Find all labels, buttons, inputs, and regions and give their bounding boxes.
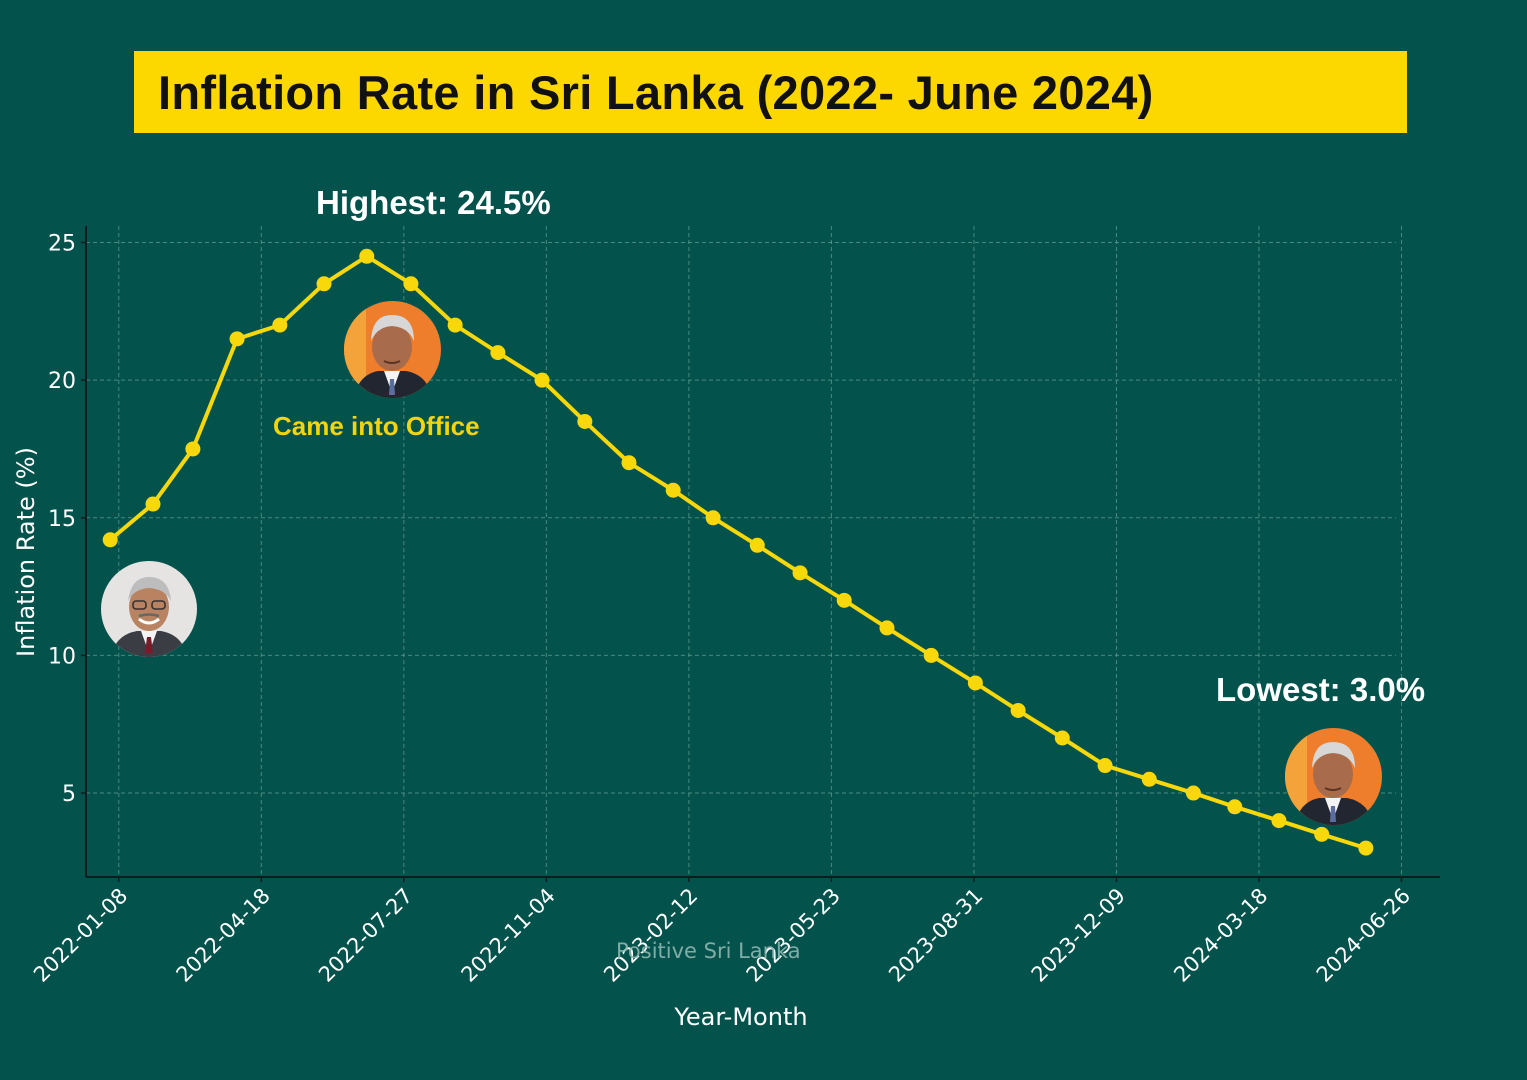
data-point — [749, 537, 765, 553]
lowest-annotation: Lowest: 3.0% — [1216, 671, 1426, 708]
data-point — [229, 331, 245, 347]
portrait-left — [101, 561, 197, 657]
data-point — [665, 482, 681, 498]
y-tick-label: 25 — [48, 232, 76, 257]
data-point — [577, 413, 593, 429]
x-axis-label: Year-Month — [673, 1003, 807, 1031]
portrait-avatar-icon — [1285, 728, 1382, 825]
data-point — [879, 620, 895, 636]
x-tick-label: 2022-07-27 — [314, 884, 417, 987]
title-banner: Inflation Rate in Sri Lanka (2022- June … — [134, 51, 1407, 133]
data-point — [272, 317, 288, 333]
data-point — [621, 455, 637, 471]
x-tick-label: 2024-06-26 — [1312, 884, 1415, 987]
data-point — [490, 345, 506, 361]
data-point — [1141, 771, 1157, 787]
x-tick-label: 2023-02-12 — [599, 884, 702, 987]
data-point — [359, 248, 375, 264]
portrait-avatar-icon — [101, 561, 197, 657]
y-axis-label: Inflation Rate (%) — [12, 447, 40, 657]
series-line — [108, 254, 1367, 851]
x-tick-label: 2022-11-04 — [457, 884, 560, 987]
data-point — [967, 675, 983, 691]
series — [102, 248, 1374, 856]
y-tick-label: 10 — [48, 644, 76, 669]
data-point — [923, 647, 939, 663]
y-tick-label: 5 — [62, 782, 76, 807]
y-tick-label: 20 — [48, 369, 76, 394]
data-point — [403, 276, 419, 292]
data-point — [316, 276, 332, 292]
x-tick-label: 2022-01-08 — [29, 884, 132, 987]
data-point — [792, 565, 808, 581]
data-point — [185, 441, 201, 457]
watermark: Positive Sri Lanka — [616, 939, 801, 963]
x-tick-label: 2024-03-18 — [1169, 884, 1272, 987]
x-tick-label: 2023-08-31 — [884, 884, 987, 987]
data-point — [102, 532, 118, 548]
data-point — [705, 510, 721, 526]
x-tick-label: 2023-12-09 — [1027, 884, 1130, 987]
portrait-avatar-icon — [344, 301, 441, 398]
highest-annotation: Highest: 24.5% — [316, 184, 551, 221]
data-point — [1271, 813, 1287, 829]
data-point — [1097, 758, 1113, 774]
axes — [85, 226, 1440, 878]
data-point — [1054, 730, 1070, 746]
data-point — [1185, 785, 1201, 801]
data-point — [1010, 702, 1026, 718]
data-point — [836, 592, 852, 608]
data-point — [534, 372, 550, 388]
x-tick-label: 2023-05-23 — [742, 884, 845, 987]
y-ticks: 5 10 15 20 25 — [48, 232, 86, 807]
chart-title: Inflation Rate in Sri Lanka (2022- June … — [158, 65, 1154, 119]
came-into-office-annotation: Came into Office — [273, 411, 480, 441]
x-tick-label: 2022-04-18 — [172, 884, 275, 987]
data-point — [1358, 840, 1374, 856]
x-ticks: 2022-01-08 2022-04-18 2022-07-27 2022-11-04… — [29, 877, 1415, 987]
data-point — [145, 496, 161, 512]
data-point — [1314, 826, 1330, 842]
portrait-lowest — [1285, 728, 1382, 825]
grid-lines — [86, 226, 1403, 877]
data-point — [1227, 799, 1243, 815]
data-point — [447, 317, 463, 333]
portrait-office — [344, 301, 441, 398]
y-tick-label: 15 — [48, 507, 76, 532]
